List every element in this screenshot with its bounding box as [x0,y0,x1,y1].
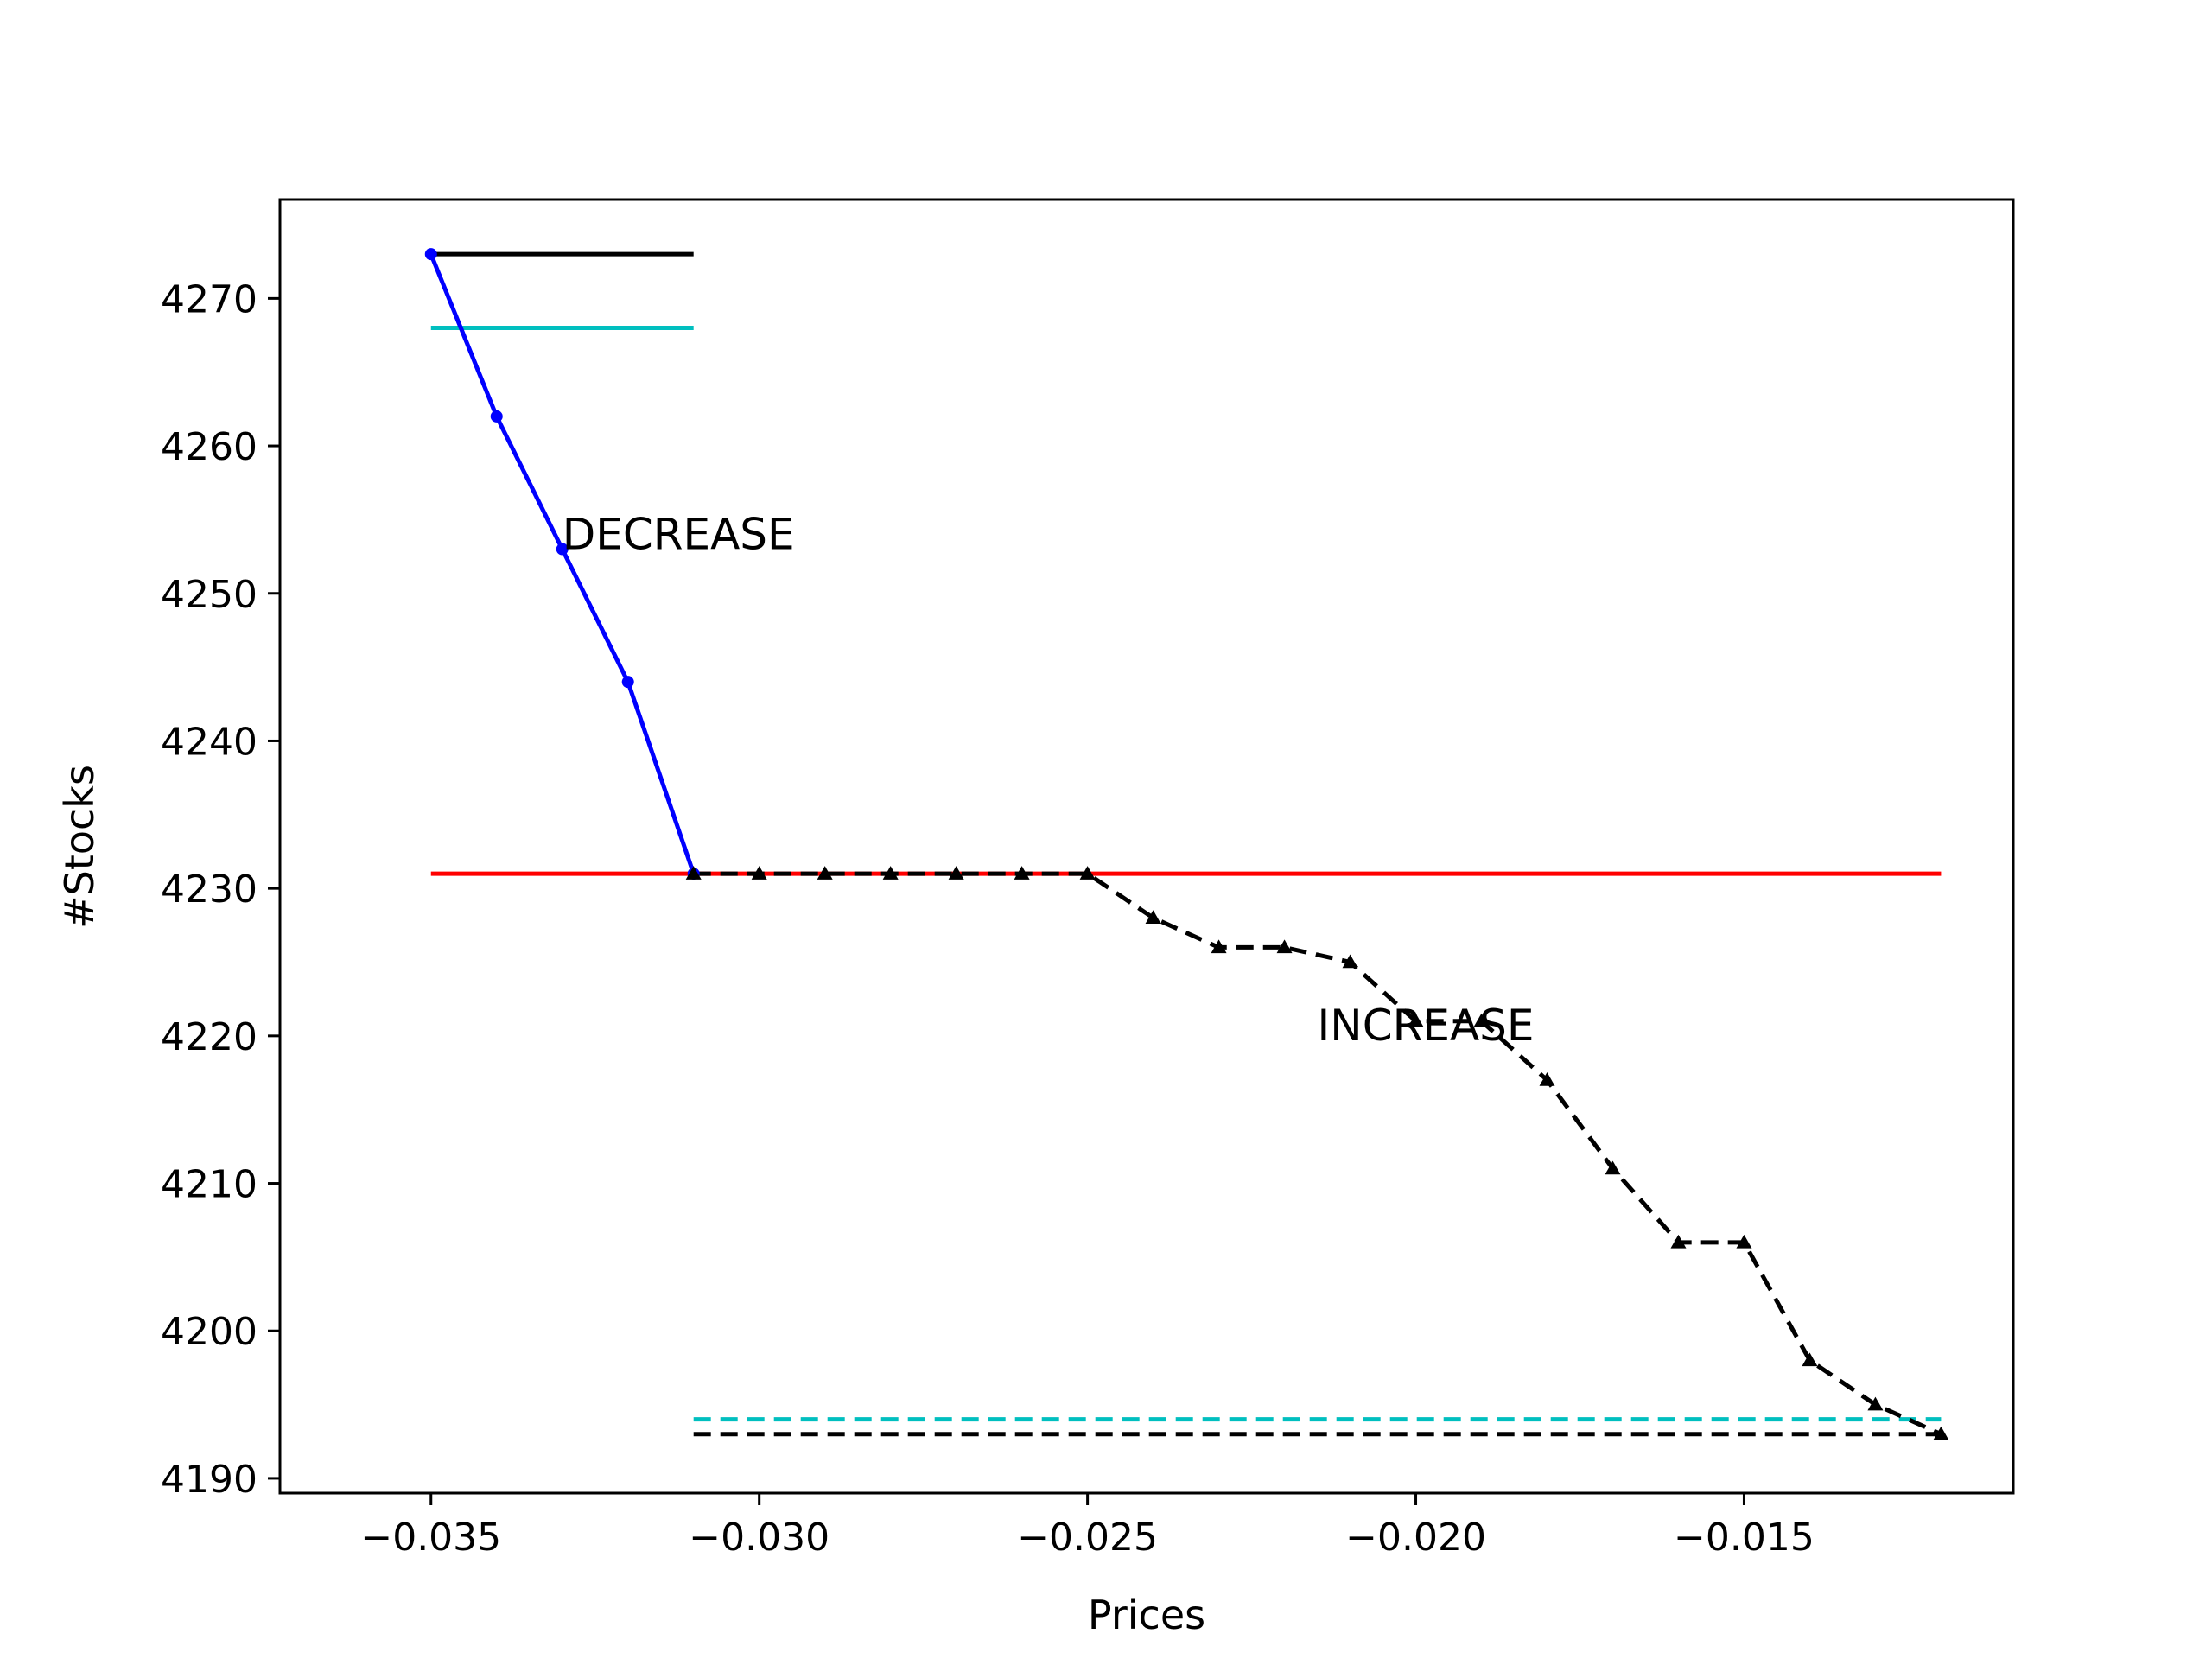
series-1-point-4 [948,866,964,880]
series-1-point-12 [1473,1013,1490,1027]
series-1-point-2 [817,866,833,880]
series-1-point-19 [1933,1426,1949,1440]
series-1-point-18 [1867,1396,1884,1411]
x-tick-label: −0.020 [1345,1516,1486,1560]
series-1-point-15 [1670,1234,1687,1249]
y-tick-label: 4210 [161,1163,257,1207]
y-axis-label: #Stocks [56,765,103,929]
y-tick-label: 4190 [161,1458,257,1502]
series-1-point-9 [1276,939,1293,954]
series-0-point-1 [490,410,503,423]
series-1-point-10 [1342,954,1358,969]
y-tick-label: 4250 [161,573,257,617]
series-1-point-7 [1145,910,1161,925]
x-tick-label: −0.025 [1017,1516,1158,1560]
plot-frame [278,198,2015,1495]
series-line-1 [693,871,1942,1437]
y-tick-label: 4200 [161,1310,257,1354]
series-1-point-11 [1408,1013,1424,1027]
series-1-point-5 [1014,866,1030,880]
series-1-point-16 [1736,1234,1752,1249]
series-markers [424,248,1949,1440]
annotation-0: DECREASE [563,510,795,560]
series-1-point-14 [1605,1160,1621,1175]
series-1-point-3 [882,866,899,880]
reference-lines [430,251,1942,1437]
series-line-0 [429,253,696,874]
y-tick-label: 4260 [161,425,257,469]
series-1-point-8 [1211,939,1227,954]
series-0-point-3 [621,676,634,689]
series-1-point-0 [685,866,702,880]
series-lines [429,253,1942,1437]
series-1-point-6 [1079,866,1096,880]
x-axis-label: Prices [1088,1592,1205,1638]
y-tick-label: 4220 [161,1015,257,1059]
y-axis-ticks: 4190 4200 4210 4220 4230 4240 4250 4260 4270 [161,277,280,1502]
series-1-point-17 [1802,1352,1818,1367]
annotations: DECREASE INCREASE [563,510,1535,1051]
series-1-point-1 [751,866,767,880]
series-1-point-13 [1539,1072,1555,1086]
series-0-point-2 [556,543,569,556]
annotation-1: INCREASE [1318,1001,1535,1051]
y-tick-label: 4270 [161,277,257,321]
x-axis-ticks: −0.035 −0.030 −0.025 −0.020 −0.015 [360,1493,1815,1560]
series-0-point-0 [424,248,437,261]
x-tick-label: −0.030 [689,1516,830,1560]
x-tick-label: −0.015 [1674,1516,1815,1560]
y-tick-label: 4230 [161,868,257,912]
x-tick-label: −0.035 [360,1516,501,1560]
y-tick-label: 4240 [161,720,257,764]
